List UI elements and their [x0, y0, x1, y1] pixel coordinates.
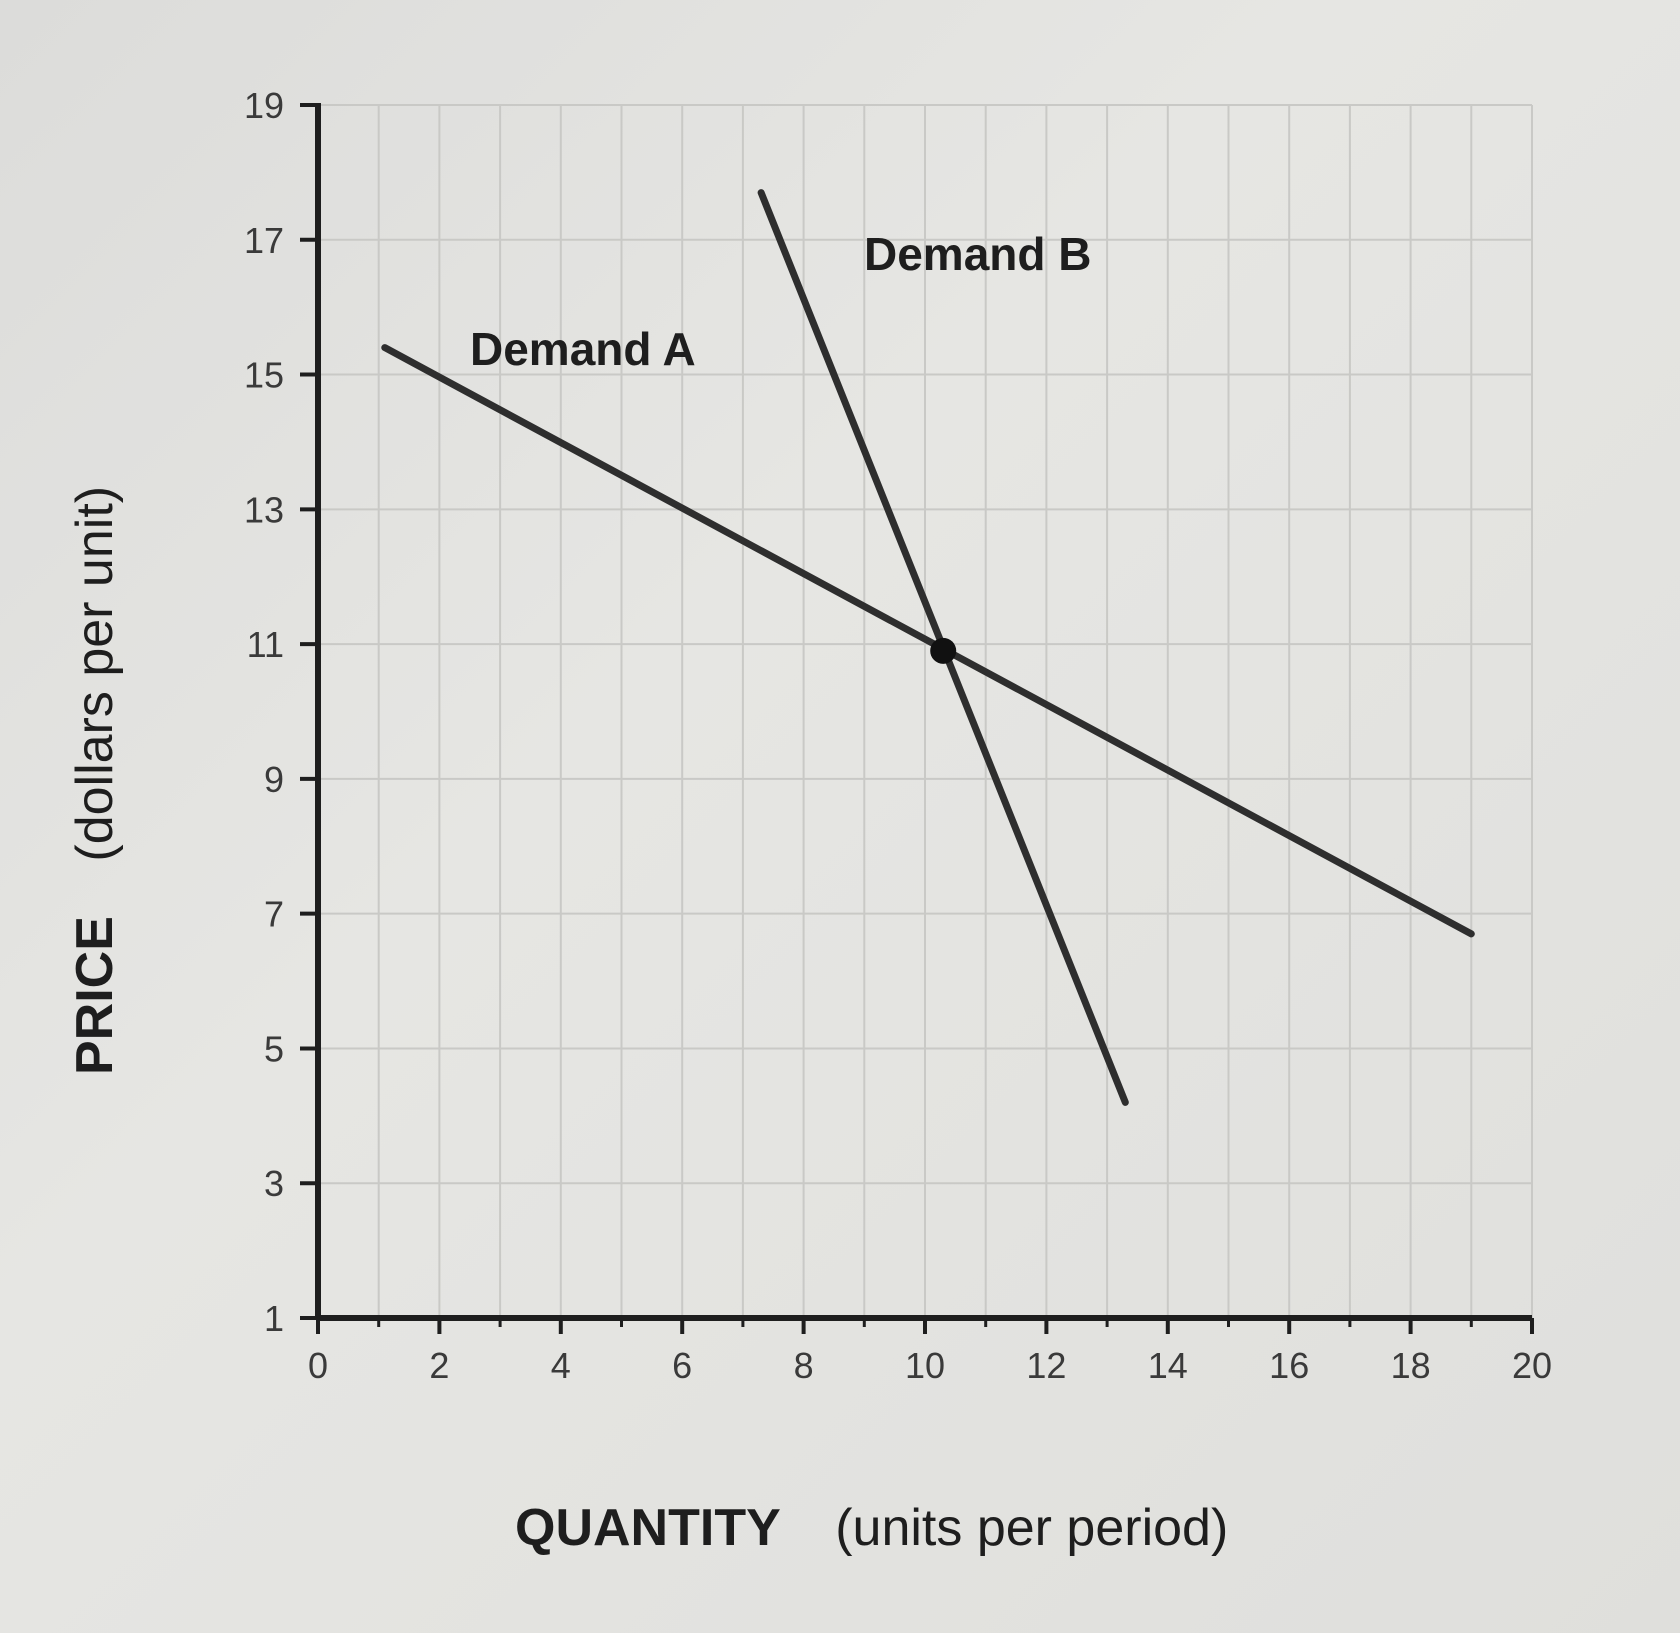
- x-tick-label: 14: [1148, 1345, 1188, 1386]
- y-axis-title-main: PRICE: [66, 916, 124, 1075]
- series-label-demand-a: Demand A: [470, 323, 696, 375]
- y-tick-label: 7: [264, 894, 284, 935]
- series-label-demand-b: Demand B: [864, 228, 1091, 280]
- y-tick-label: 5: [264, 1028, 284, 1069]
- x-tick-label: 4: [551, 1345, 571, 1386]
- y-axis-title-unit: (dollars per unit): [66, 486, 124, 862]
- x-axis-ticks: 0 2 4 6 8 10 12 14 16 18 20: [308, 1318, 1552, 1386]
- x-axis-title-main: QUANTITY: [515, 1499, 781, 1557]
- y-tick-label: 11: [247, 624, 284, 665]
- x-tick-label: 10: [905, 1345, 945, 1386]
- x-tick-label: 6: [672, 1345, 692, 1386]
- series-line-demand-a: [381, 344, 1475, 938]
- y-tick-label: 17: [244, 220, 284, 261]
- series-group: [381, 189, 1475, 1106]
- x-tick-label: 18: [1391, 1345, 1431, 1386]
- y-tick-label: 15: [244, 355, 284, 396]
- intersection-point: [930, 637, 957, 664]
- x-axis-title-unit: (units per period): [835, 1499, 1228, 1557]
- grid: [318, 104, 1533, 1318]
- y-tick-label: 9: [264, 759, 284, 800]
- x-tick-label: 12: [1026, 1345, 1066, 1386]
- x-tick-label: 16: [1269, 1345, 1309, 1386]
- y-tick-label: 3: [264, 1163, 284, 1204]
- y-tick-label: 19: [244, 85, 284, 126]
- x-tick-label: 8: [794, 1345, 814, 1386]
- x-axis-title: QUANTITY (units per period): [515, 1499, 1228, 1557]
- y-tick-label: 13: [244, 489, 284, 530]
- x-tick-label: 2: [429, 1345, 449, 1386]
- y-tick-label: 1: [264, 1298, 284, 1339]
- x-tick-label: 20: [1512, 1345, 1552, 1386]
- y-axis-title: PRICE (dollars per unit): [66, 486, 124, 1075]
- x-tick-label: 0: [308, 1345, 328, 1386]
